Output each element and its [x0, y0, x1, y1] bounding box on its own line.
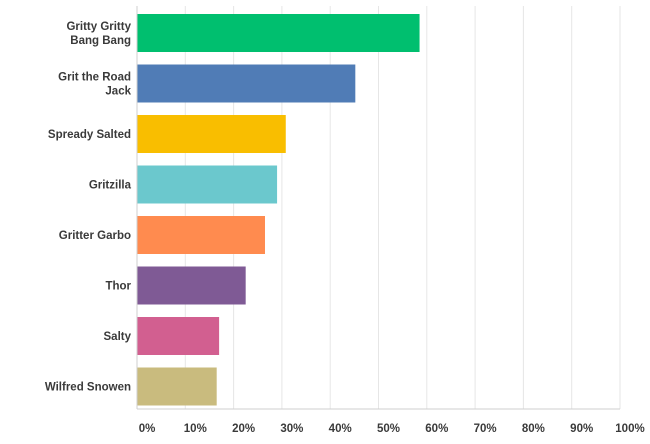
x-tick-label: 30%	[280, 423, 303, 435]
x-tick-label: 60%	[425, 423, 448, 435]
category-label: Gritter Garbo	[59, 230, 131, 242]
category-label: Wilfred Snowen	[45, 382, 131, 394]
bar	[137, 216, 265, 254]
bar	[137, 115, 286, 153]
x-tick-label: 20%	[232, 423, 255, 435]
x-tick-label: 10%	[184, 423, 207, 435]
category-label: Thor	[105, 281, 131, 293]
bar	[137, 317, 220, 355]
bar	[137, 165, 278, 204]
x-tick-label: 40%	[329, 423, 352, 435]
bar	[137, 64, 356, 103]
x-tick-label: 0%	[139, 423, 156, 435]
x-tick-label: 100%	[615, 423, 644, 435]
category-label: Bang Bang	[70, 35, 131, 47]
category-label: Gritty Gritty	[66, 21, 131, 33]
category-label: Spready Salted	[48, 129, 131, 141]
category-label: Gritzilla	[89, 180, 132, 192]
x-tick-label: 80%	[522, 423, 545, 435]
category-label: Jack	[105, 86, 131, 98]
x-tick-label: 50%	[377, 423, 400, 435]
bar	[137, 14, 420, 52]
bar	[137, 266, 246, 305]
category-label: Grit the Road	[58, 72, 131, 84]
x-tick-labels: 0% 10% 20% 30% 40% 50% 60% 70% 80% 90% 100%	[139, 423, 645, 435]
x-tick-label: 70%	[474, 423, 497, 435]
bars	[137, 14, 420, 406]
category-labels: Gritty Gritty Bang Bang Grit the Road Jack S…	[45, 21, 132, 394]
bar	[137, 367, 217, 406]
x-tick-label: 90%	[570, 423, 593, 435]
category-label: Salty	[104, 331, 132, 343]
